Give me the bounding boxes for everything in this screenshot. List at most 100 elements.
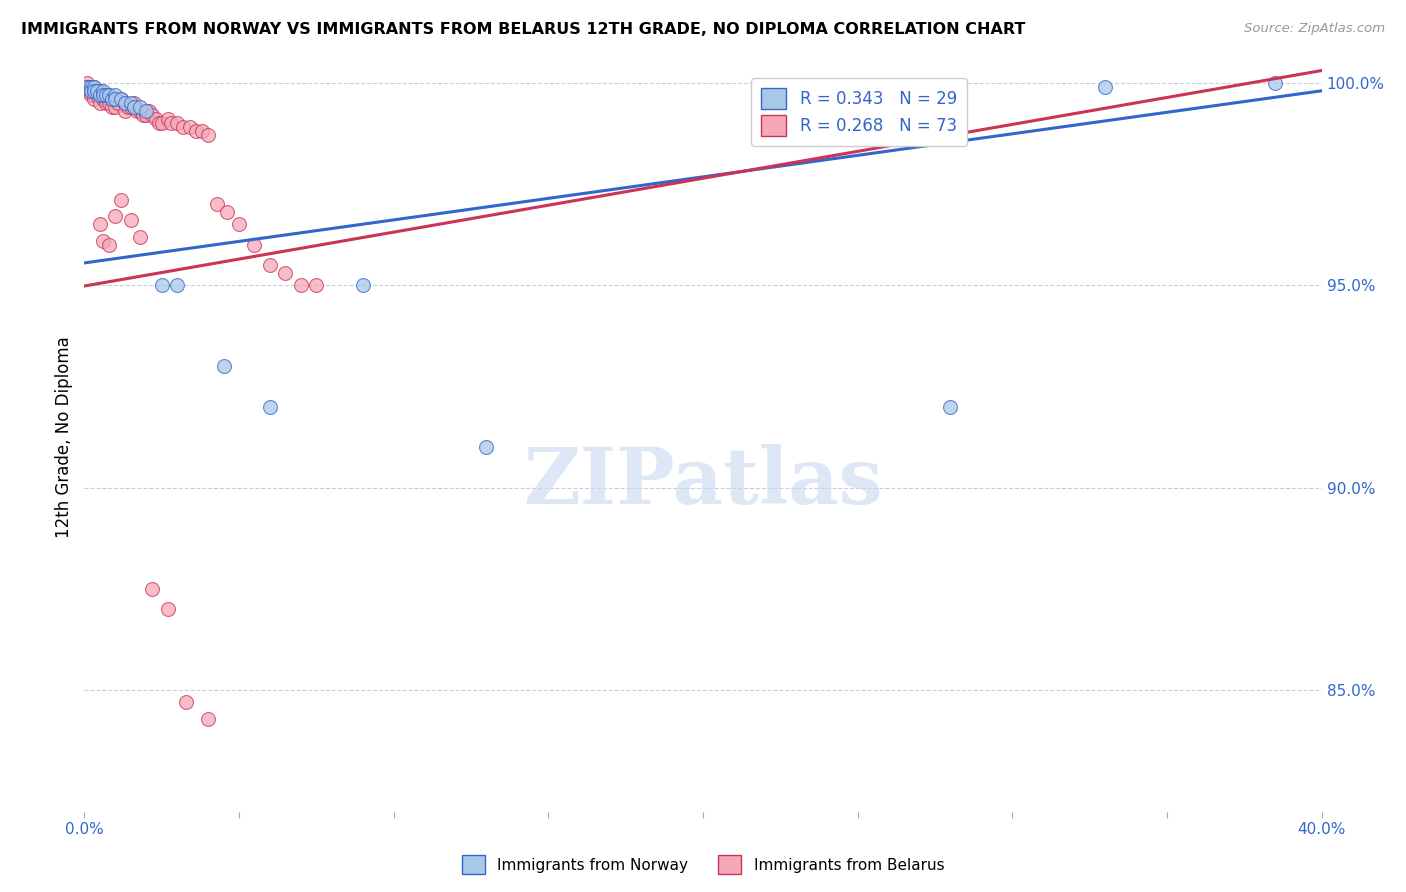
Point [79,87,101,102]
Legend: Immigrants from Norway, Immigrants from Belarus: Immigrants from Norway, Immigrants from … [456,849,950,880]
Point [939,400,962,414]
Point [110,92,132,106]
Point [76,84,98,98]
Point [104,100,127,114]
Point [79,84,101,98]
Point [160,116,183,130]
Point [107,95,129,110]
Text: Source: ZipAtlas.com: Source: ZipAtlas.com [1244,22,1385,36]
Point [104,92,127,106]
Point [172,120,194,135]
Point [101,92,124,106]
Point [212,359,235,374]
Point [94,92,117,106]
Point [98,92,121,106]
Point [91,87,114,102]
Point [79,79,101,94]
Point [148,116,170,130]
Point [122,100,145,114]
Point [83,79,105,94]
Legend: R = 0.343   N = 29, R = 0.268   N = 73: R = 0.343 N = 29, R = 0.268 N = 73 [751,78,967,145]
Point [83,84,105,98]
Point [197,712,219,726]
Point [98,95,121,110]
Point [475,440,498,454]
Point [76,79,98,94]
Point [98,237,121,252]
Point [86,87,108,102]
Point [110,92,132,106]
Point [259,258,281,272]
Point [91,234,114,248]
Point [79,84,101,98]
Text: IMMIGRANTS FROM NORWAY VS IMMIGRANTS FROM BELARUS 12TH GRADE, NO DIPLOMA CORRELA: IMMIGRANTS FROM NORWAY VS IMMIGRANTS FRO… [21,22,1025,37]
Point [101,92,124,106]
Point [129,229,152,244]
Point [91,87,114,102]
Point [166,278,188,293]
Point [89,87,111,102]
Point [94,95,117,110]
Point [91,84,114,98]
Point [114,95,136,110]
Point [215,205,238,219]
Point [191,124,214,138]
Point [184,124,207,138]
Point [83,79,105,94]
Point [114,103,136,118]
Point [104,210,127,224]
Point [135,108,157,122]
Point [156,112,179,127]
Point [91,92,114,106]
Point [352,278,374,293]
Point [110,193,132,207]
Point [166,116,188,130]
Point [89,87,111,102]
Point [176,695,198,709]
Point [120,213,142,227]
Y-axis label: 12th Grade, No Diploma: 12th Grade, No Diploma [55,336,73,538]
Point [76,76,98,90]
Point [259,400,281,414]
Point [305,278,328,293]
Point [129,103,152,118]
Point [197,128,219,143]
Point [141,582,163,596]
Point [98,87,121,102]
Point [98,87,121,102]
Point [79,79,101,94]
Point [83,84,105,98]
Point [150,116,173,130]
Point [86,84,108,98]
Point [94,87,117,102]
Point [179,120,201,135]
Text: ZIPatlas: ZIPatlas [523,444,883,520]
Point [228,218,250,232]
Point [135,103,157,118]
Point [138,103,160,118]
Point [1264,76,1286,90]
Point [86,84,108,98]
Point [76,79,98,94]
Point [104,92,127,106]
Point [141,108,163,122]
Point [145,112,167,127]
Point [132,108,155,122]
Point [79,79,101,94]
Point [122,100,145,114]
Point [290,278,312,293]
Point [114,95,136,110]
Point [122,95,145,110]
Point [89,84,111,98]
Point [207,197,229,211]
Point [150,278,173,293]
Point [117,100,139,114]
Point [156,602,179,616]
Point [83,92,105,106]
Point [101,100,124,114]
Point [1094,79,1116,94]
Point [76,79,98,94]
Point [125,103,148,118]
Point [94,87,117,102]
Point [89,218,111,232]
